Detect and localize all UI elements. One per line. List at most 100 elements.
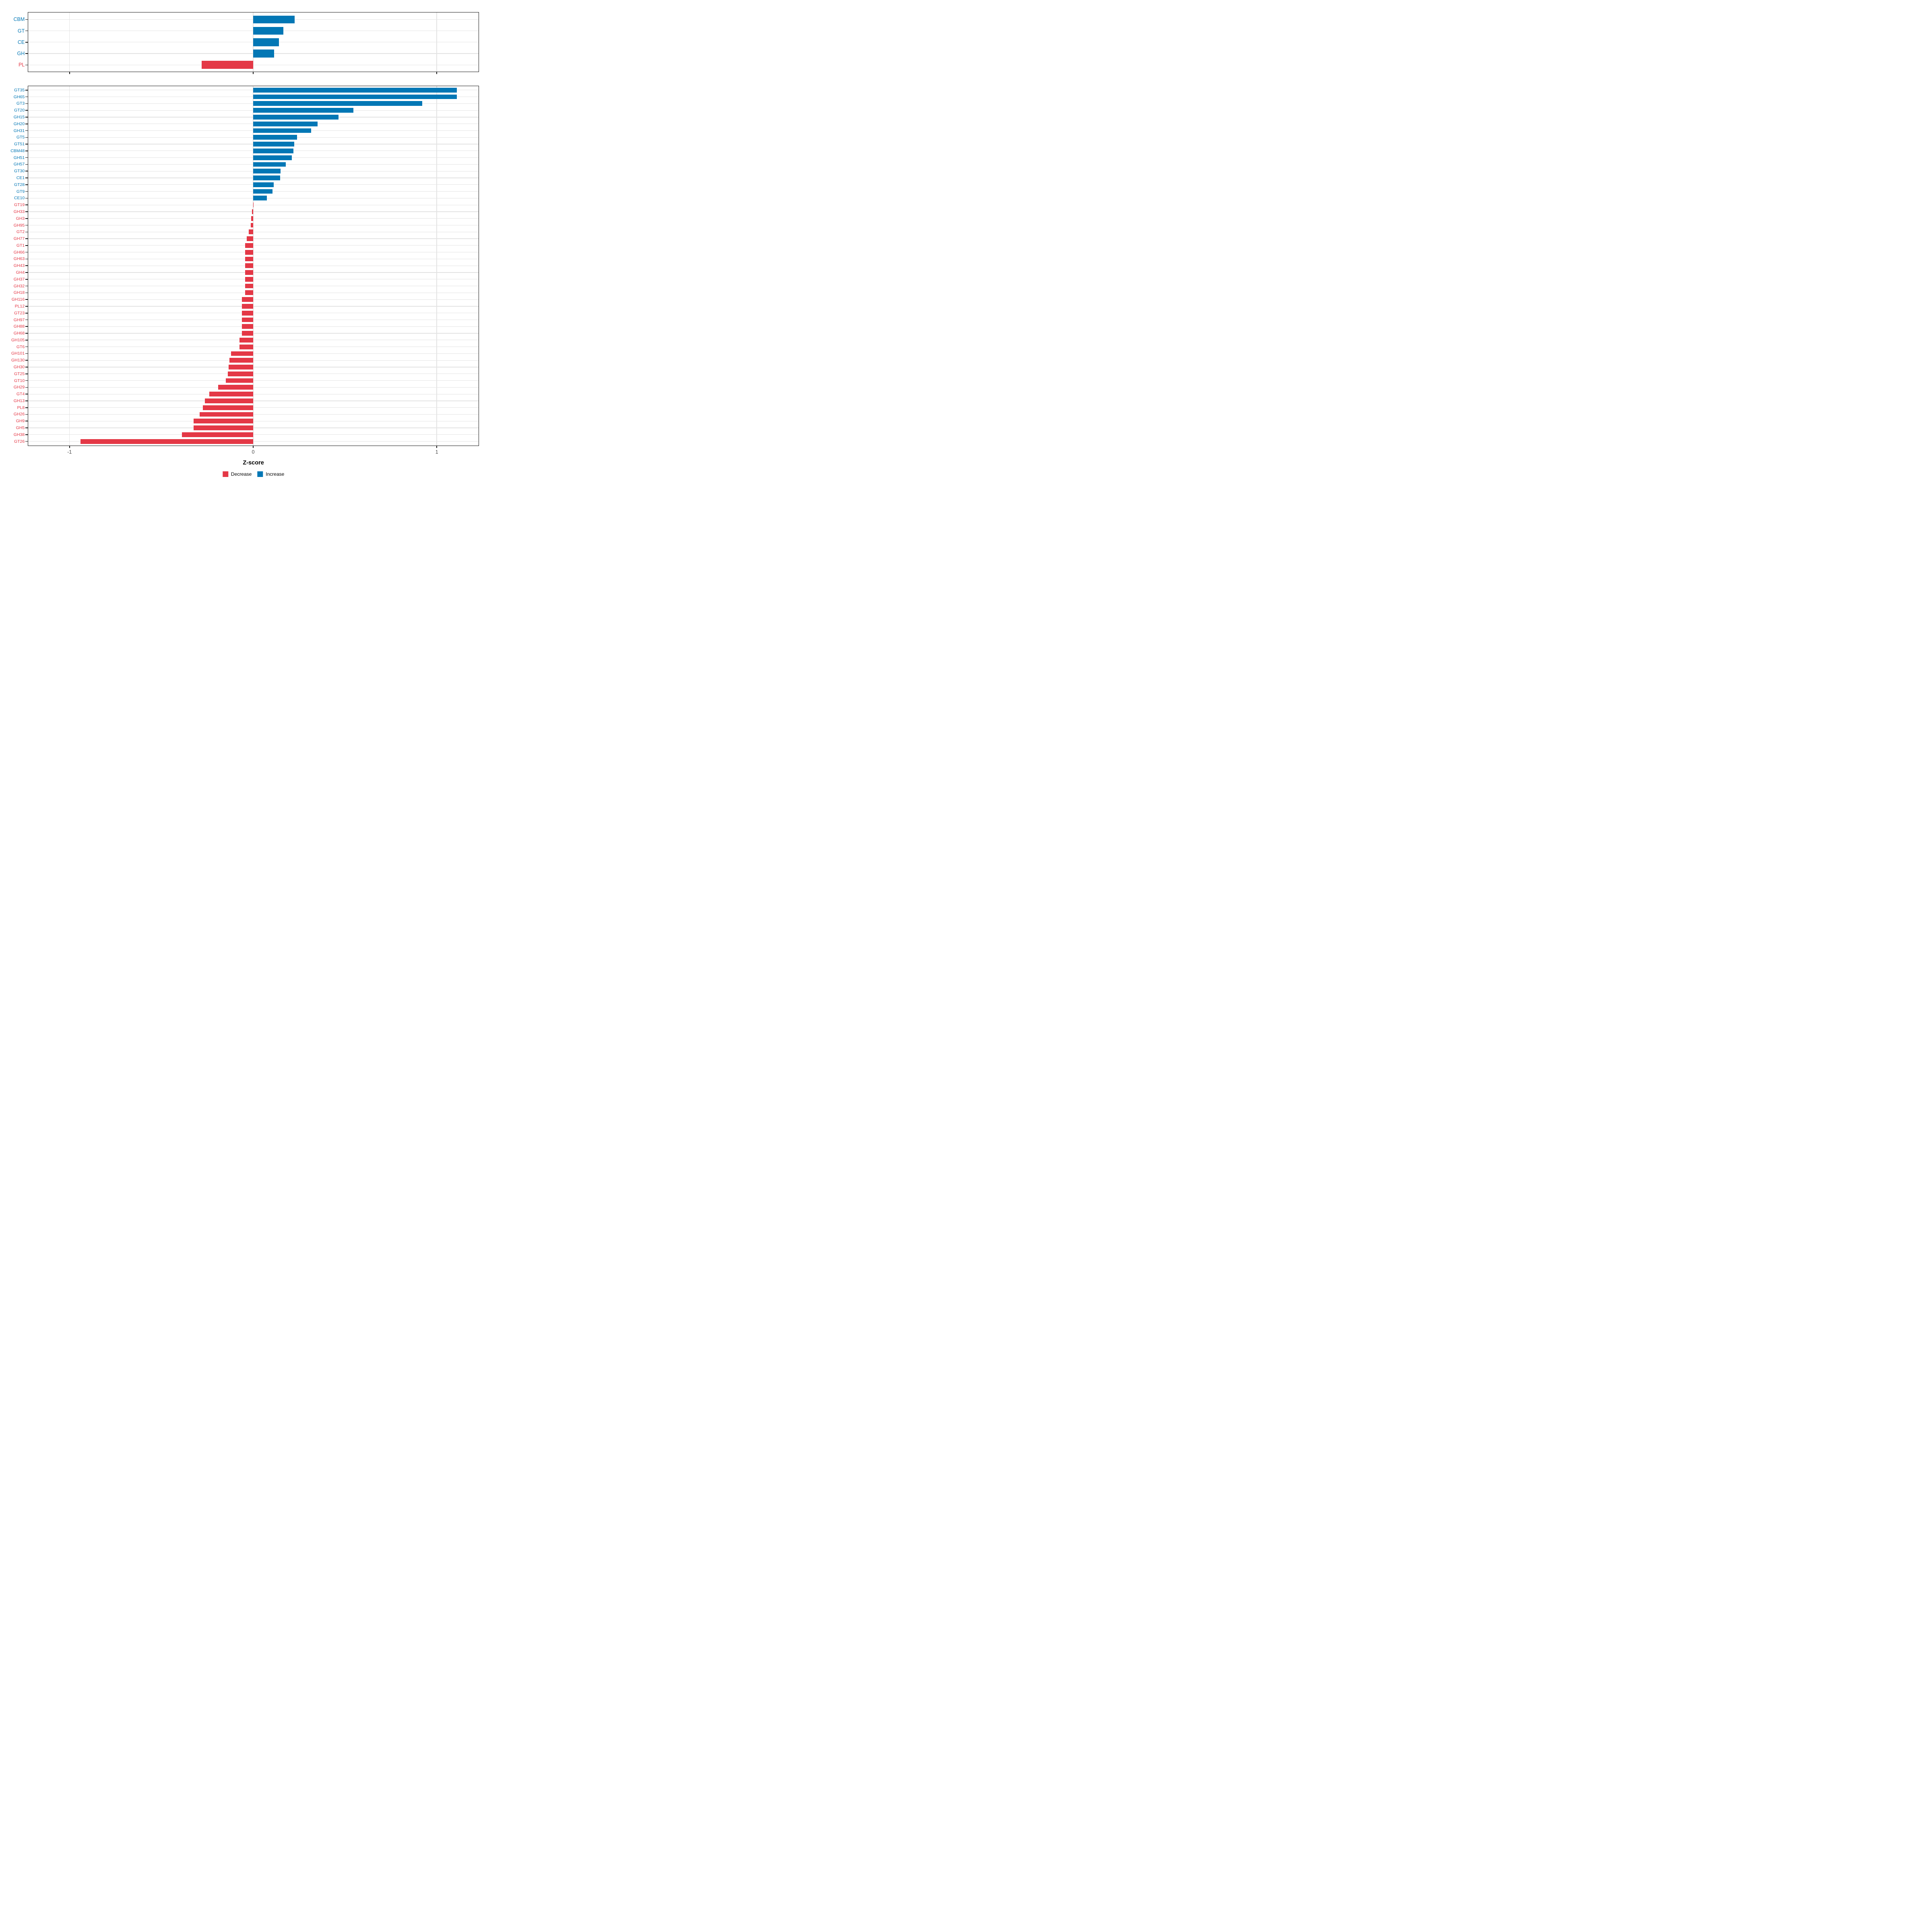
- category-tick: [25, 103, 28, 104]
- category-label-GH51: GH51: [13, 155, 25, 160]
- category-label-CE1: CE1: [16, 175, 25, 181]
- bar-GT5: [253, 135, 297, 140]
- category-label-GH5: GH5: [16, 425, 25, 431]
- bar-GH51: [253, 155, 292, 160]
- bar-GH29: [218, 385, 253, 390]
- category-label-GH66: GH66: [13, 250, 25, 255]
- bar-GH30: [229, 365, 253, 369]
- bar-GT35: [253, 87, 457, 93]
- gridline-row: [28, 218, 479, 219]
- bar-GH66: [245, 250, 253, 255]
- bar-GH38: [182, 432, 253, 437]
- bar-GH18: [245, 290, 253, 295]
- category-label-GH9: GH9: [16, 419, 25, 424]
- category-tick: [25, 326, 28, 327]
- category-label-GT35: GT35: [14, 87, 25, 93]
- category-tick: [25, 225, 28, 226]
- x-tick-0: [253, 72, 254, 74]
- bar-GH33: [252, 209, 253, 214]
- category-tick: [25, 441, 28, 442]
- category-label-GH57: GH57: [13, 162, 25, 167]
- bar-GH65: [253, 94, 457, 99]
- bar-GT23: [242, 310, 253, 316]
- category-label-GH116: GH116: [11, 297, 25, 302]
- category-tick: [25, 306, 28, 307]
- category-label-GT51: GT51: [14, 142, 25, 147]
- category-label-GH26: GH26: [13, 412, 25, 417]
- category-tick: [25, 53, 28, 54]
- bar-GT51: [253, 142, 295, 147]
- category-tick: [25, 64, 28, 66]
- category-tick: [25, 137, 28, 138]
- bar-PL8: [202, 405, 253, 410]
- x-tick-1: [436, 445, 437, 448]
- category-label-GT2: GT2: [16, 229, 25, 235]
- category-label-CE: CE: [17, 39, 25, 45]
- bar-GT2: [249, 229, 253, 235]
- category-label-GT26: GT26: [14, 439, 25, 444]
- bar-CE1: [253, 175, 280, 180]
- category-label-GH97: GH97: [13, 317, 25, 322]
- category-label-GH63: GH63: [13, 256, 25, 262]
- category-label-GT10: GT10: [14, 378, 25, 383]
- bar-GH116: [242, 297, 253, 302]
- gridline-row: [28, 427, 479, 428]
- category-tick: [25, 211, 28, 212]
- zscore-figure: CBM GT CE GH PL GT35 GH65 GT3 GT20 GH15 GH20 GH31 G…: [0, 0, 483, 483]
- legend-label: Increase: [266, 471, 285, 477]
- bar-GH31: [253, 128, 311, 133]
- category-tick: [25, 434, 28, 435]
- x-tick-1: [436, 72, 437, 74]
- bar-CE: [253, 38, 279, 46]
- bar-GH37: [245, 277, 253, 282]
- category-label-GH4: GH4: [16, 270, 25, 275]
- category-tick: [25, 198, 28, 199]
- bar-CBM: [253, 15, 295, 24]
- category-label-PL8: PL8: [17, 405, 25, 410]
- bar-GH20: [253, 121, 318, 126]
- bar-GT3: [253, 101, 422, 106]
- category-label-GH13: GH13: [13, 398, 25, 403]
- category-tick: [25, 333, 28, 334]
- bar-GT30: [253, 169, 281, 174]
- category-label-GH30: GH30: [13, 364, 25, 369]
- gridline-row: [28, 326, 479, 327]
- category-tick: [25, 272, 28, 273]
- bar-PL: [202, 61, 253, 69]
- category-tick: [25, 130, 28, 131]
- category-label-GH29: GH29: [13, 385, 25, 390]
- bar-GH77: [247, 236, 253, 241]
- category-label-GH130: GH130: [11, 358, 25, 363]
- bar-GH26: [199, 412, 253, 417]
- x-tick-label--1: -1: [67, 449, 72, 455]
- panel-bottom: GT35 GH65 GT3 GT20 GH15 GH20 GH31 GT5 GT51 CBM48 G…: [10, 85, 479, 455]
- bar-GH95: [250, 223, 253, 228]
- category-label-GH101: GH101: [11, 351, 25, 356]
- bar-GH3: [251, 216, 253, 221]
- gridline-row: [28, 380, 479, 381]
- category-tick: [25, 400, 28, 401]
- category-label-GT9: GT9: [16, 189, 25, 194]
- category-tick: [25, 42, 28, 43]
- bar-GT28: [253, 182, 274, 187]
- category-label-GH88: GH88: [13, 324, 25, 329]
- category-label-GT: GT: [17, 28, 25, 34]
- bar-CBM48: [253, 148, 294, 153]
- category-tick: [25, 340, 28, 341]
- category-tick: [25, 299, 28, 300]
- bar-GH5: [193, 425, 253, 430]
- gridline-row: [28, 387, 479, 388]
- category-tick: [25, 265, 28, 266]
- x-tick--1: [69, 72, 70, 74]
- bar-GT10: [226, 378, 253, 383]
- x-tick--1: [69, 445, 70, 448]
- legend-key-increase: [257, 471, 263, 477]
- category-tick: [25, 252, 28, 253]
- gridline-row: [28, 407, 479, 408]
- category-tick: [25, 380, 28, 381]
- category-tick: [25, 191, 28, 192]
- category-label-PL: PL: [18, 62, 25, 68]
- bar-CE10: [253, 196, 267, 201]
- bar-GH97: [242, 317, 253, 322]
- bar-GT1: [245, 243, 253, 248]
